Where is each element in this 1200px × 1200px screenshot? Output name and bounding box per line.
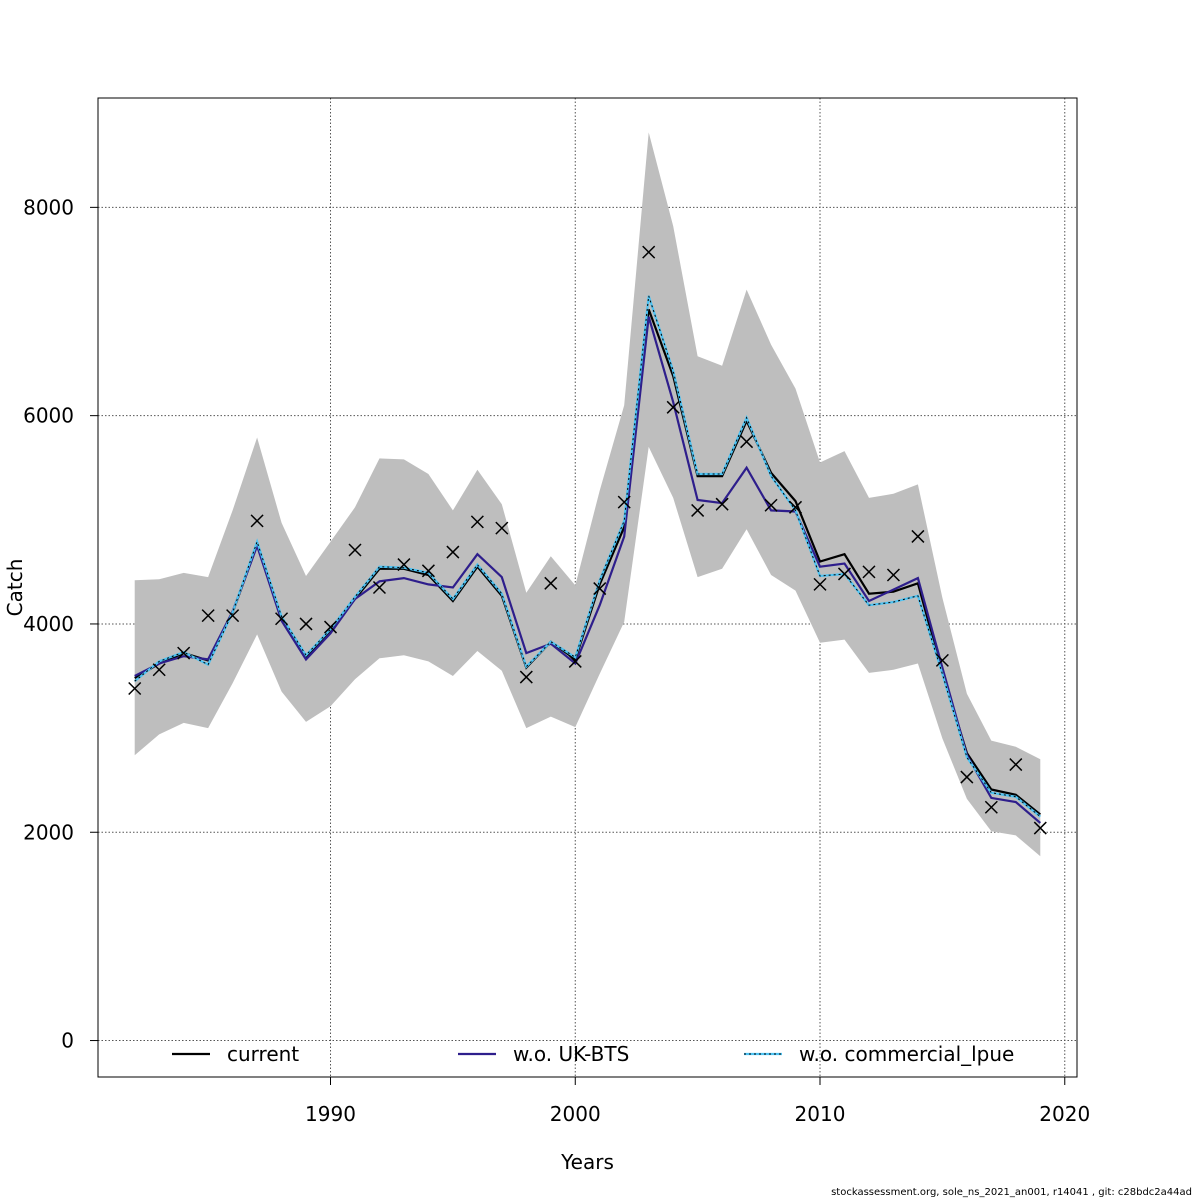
- observed-point: [128, 681, 142, 696]
- observed-point: [372, 580, 386, 595]
- observed-point: [323, 620, 338, 634]
- confidence-band: [134, 132, 1041, 857]
- y-axis-title: Catch: [3, 559, 27, 617]
- observed-point: [1009, 758, 1023, 772]
- observed-point: [152, 663, 166, 677]
- observed-point: [177, 646, 191, 660]
- observed-point: [226, 609, 240, 623]
- observed-point: [935, 653, 949, 667]
- observed-point: [911, 529, 925, 543]
- observed-point: [568, 654, 582, 668]
- x-tick-label: 1990: [305, 1102, 356, 1126]
- x-tick-label: 2010: [795, 1102, 846, 1126]
- y-axis: 0 2000 4000 6000 8000: [23, 195, 98, 1053]
- observed-point: [886, 568, 900, 582]
- observed-point: [250, 514, 264, 528]
- y-tick-label: 6000: [23, 404, 74, 428]
- observed-point: [960, 770, 974, 784]
- series-line-1: [134, 316, 1042, 824]
- observed-point: [837, 567, 852, 581]
- legend-label-2: w.o. commercial_lpue: [799, 1042, 1014, 1066]
- legend-label-0: current: [227, 1042, 299, 1066]
- observed-point: [201, 609, 215, 623]
- observed-point: [764, 498, 778, 512]
- observed-point: [813, 577, 827, 591]
- observed-point: [642, 245, 656, 259]
- observed-point: [470, 515, 484, 529]
- observed-point: [299, 617, 313, 631]
- x-axis-title: Years: [560, 1150, 614, 1174]
- observed-point: [740, 435, 754, 449]
- observed-point: [862, 565, 876, 579]
- footer-credit: stockassessment.org, sole_ns_2021_an001,…: [831, 1187, 1192, 1198]
- observed-point: [593, 582, 607, 596]
- legend: current w.o. UK-BTS w.o. commercial_lpue: [172, 1042, 1014, 1066]
- observed-point: [348, 543, 362, 557]
- x-axis: 1990 2000 2010 2020: [305, 1077, 1090, 1126]
- observed-point: [789, 500, 803, 514]
- observed-point: [715, 497, 729, 511]
- observed-point: [691, 503, 705, 517]
- observed-point: [421, 564, 435, 578]
- x-tick-label: 2000: [550, 1102, 601, 1126]
- observed-point: [544, 576, 558, 590]
- plot-frame: [97, 97, 1078, 1078]
- observed-point: [397, 558, 411, 572]
- y-tick-label: 8000: [23, 195, 74, 219]
- observed-point: [519, 670, 533, 684]
- observed-point: [1033, 821, 1047, 835]
- series-line-2-dots: [134, 295, 1041, 817]
- y-tick-label: 4000: [23, 612, 74, 636]
- observed-point: [984, 800, 998, 814]
- y-tick-label: 2000: [23, 820, 74, 844]
- observed-point: [617, 495, 631, 509]
- y-tick-label: 0: [61, 1029, 74, 1053]
- observed-point: [495, 521, 509, 535]
- observed-point: [666, 400, 680, 414]
- observed-point: [275, 612, 289, 626]
- observed-points: [128, 245, 1047, 835]
- legend-label-1: w.o. UK-BTS: [513, 1042, 629, 1066]
- observed-point: [446, 545, 460, 559]
- x-tick-label: 2020: [1039, 1102, 1090, 1126]
